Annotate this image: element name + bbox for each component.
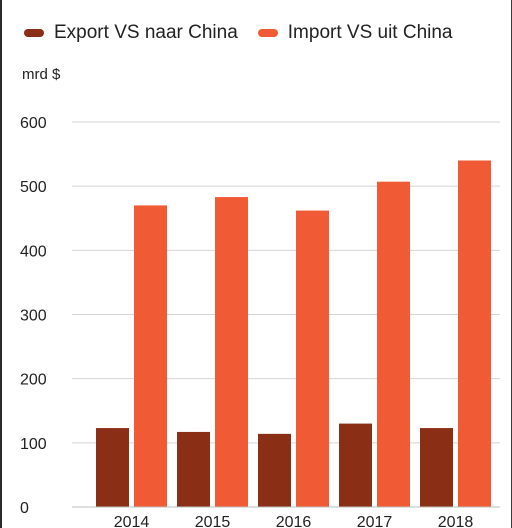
export-bar: [339, 423, 372, 507]
legend-swatch-export: [24, 29, 44, 37]
x-tick-label: 2017: [357, 514, 393, 528]
chart-legend: Export VS naar China Import VS uit China: [24, 22, 473, 44]
import-bar: [296, 210, 329, 508]
export-bar: [420, 428, 453, 507]
legend-label-export: Export VS naar China: [54, 22, 238, 43]
legend-label-import: Import VS uit China: [287, 22, 453, 43]
y-axis-unit: mrd $: [22, 66, 61, 83]
legend-swatch-import: [257, 29, 278, 37]
x-tick-label: 2018: [438, 514, 474, 528]
x-tick-label: 2016: [276, 514, 312, 528]
x-tick-label: 2014: [114, 514, 150, 528]
export-bar: [177, 431, 210, 507]
y-tick-label: 200: [20, 372, 47, 389]
import-bar: [458, 160, 491, 507]
y-tick-label: 300: [20, 308, 47, 325]
legend-item-export: Export VS naar China: [24, 22, 238, 44]
y-tick-label: 0: [20, 500, 29, 517]
y-tick-label: 400: [20, 243, 47, 260]
left-border: [0, 0, 2, 528]
import-bar: [215, 197, 248, 507]
import-bar: [134, 205, 167, 507]
import-bar: [377, 181, 410, 508]
y-tick-label: 600: [20, 115, 47, 132]
x-tick-label: 2015: [195, 514, 231, 528]
legend-item-import: Import VS uit China: [257, 22, 453, 44]
y-tick-label: 500: [20, 179, 47, 196]
export-bar: [96, 428, 129, 507]
y-tick-label: 100: [20, 436, 47, 453]
export-bar: [258, 433, 291, 507]
